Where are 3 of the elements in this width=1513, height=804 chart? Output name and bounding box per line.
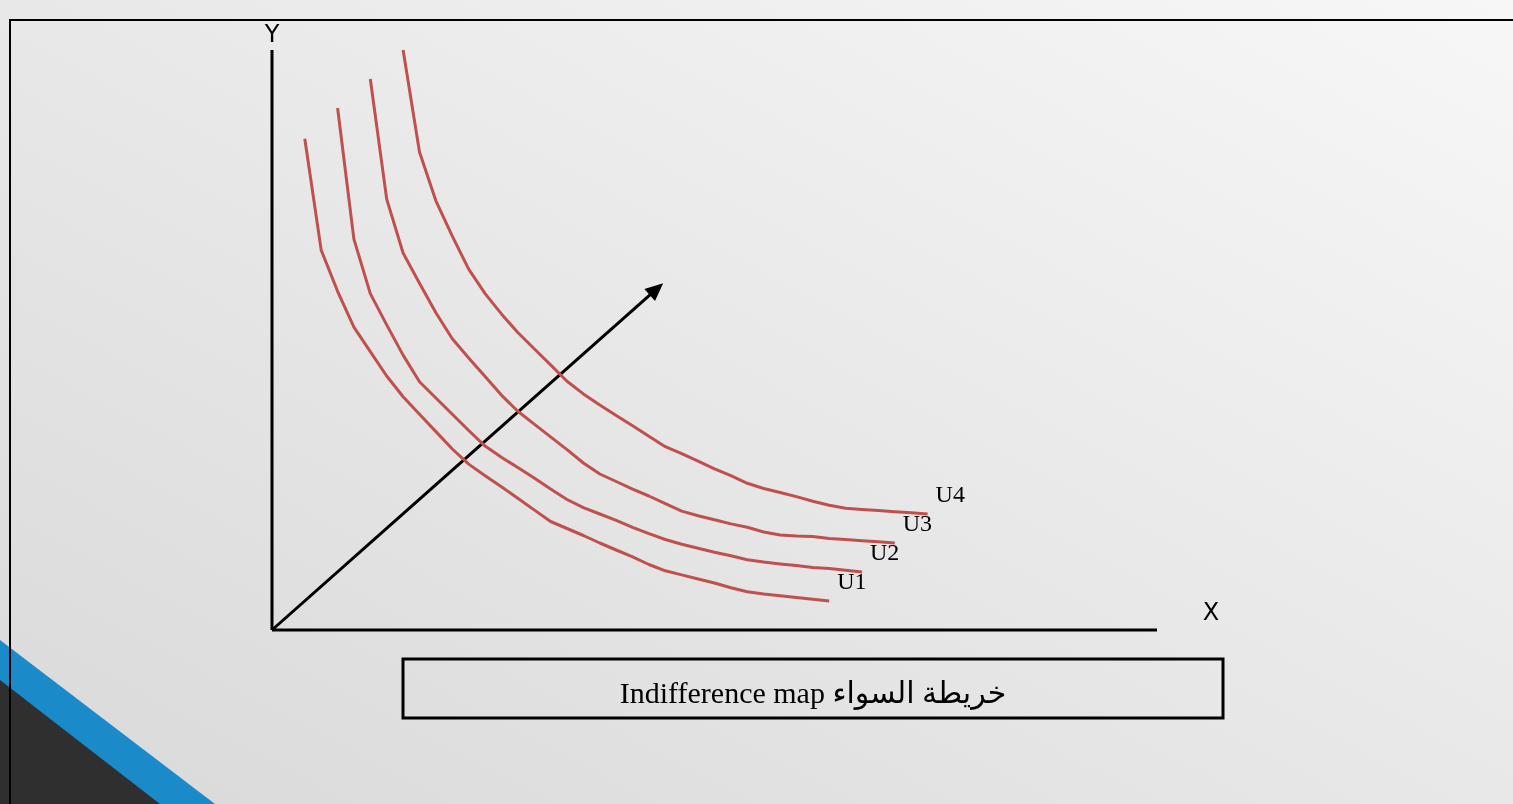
- ylabel: Y: [264, 20, 280, 48]
- annotation: Indifference map خريطة السواء: [619, 676, 1007, 709]
- xlabel: X: [1202, 598, 1220, 626]
